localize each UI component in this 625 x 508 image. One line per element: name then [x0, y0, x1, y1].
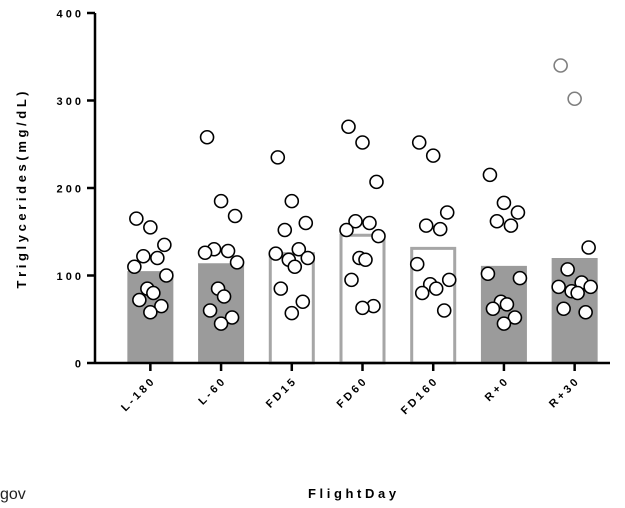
x-tick-labels: L - 1 8 0 L - 6 0 F D 1 5 F D 6 0 F D 1 6 0 R…: [119, 377, 581, 417]
data-point-3-8: [358, 252, 373, 268]
data-point-0-1: [143, 220, 158, 235]
data-point-1-5: [197, 245, 213, 261]
data-point-5-11: [496, 316, 512, 331]
y-tick-labels: 0 1 0 0 2 0 0 3 0 0 4 0 0: [57, 9, 81, 371]
data-point-0-4: [150, 250, 165, 266]
data-point-4-9: [414, 285, 430, 301]
data-point-0-0: [129, 211, 144, 226]
x-axis-label: F l i g h t D a y: [308, 486, 397, 501]
x-tick-label-4: F D 1 6 0: [399, 377, 439, 417]
data-point-4-6: [441, 272, 457, 288]
data-point-3-11: [355, 300, 370, 316]
data-point-0-6: [159, 268, 174, 283]
data-point-6-9: [556, 301, 571, 317]
data-point-6-10: [578, 304, 593, 320]
data-point-2-10: [295, 294, 311, 310]
data-point-1-2: [227, 208, 243, 224]
x-tick-label-3: F D 6 0: [335, 377, 369, 411]
data-point-0-2: [157, 237, 172, 253]
data-point-4-4: [432, 221, 448, 237]
data-point-6-5: [551, 279, 566, 295]
watermark-text: gov: [0, 486, 26, 503]
data-point-2-6: [300, 250, 316, 266]
data-point-4-1: [425, 148, 441, 163]
x-tick-label-0: L - 1 8 0: [119, 377, 156, 414]
data-point-1-0: [199, 129, 215, 145]
data-point-4-5: [409, 256, 425, 272]
data-point-4-8: [428, 281, 444, 296]
data-point-3-2: [369, 174, 384, 190]
data-point-6-1: [567, 91, 582, 107]
data-point-2-5: [268, 246, 284, 261]
data-point-2-8: [287, 259, 303, 275]
data-point-0-10: [154, 298, 169, 314]
data-point-1-10: [224, 310, 240, 325]
data-point-6-2: [581, 240, 596, 255]
x-tick-label-2: F D 1 5: [264, 377, 298, 411]
data-point-2-3: [277, 222, 293, 238]
data-point-0-8: [146, 285, 161, 301]
data-point-2-9: [273, 281, 289, 296]
data-point-5-9: [485, 301, 501, 317]
data-point-0-11: [143, 304, 158, 320]
data-point-0-5: [127, 259, 142, 275]
y-tick-label-4: 4 0 0: [57, 9, 81, 21]
data-point-6-0: [553, 58, 568, 73]
x-tick-label-1: L - 6 0: [196, 377, 227, 408]
data-point-1-6: [229, 255, 245, 270]
data-point-2-1: [284, 193, 300, 209]
data-point-5-0: [482, 167, 498, 183]
data-point-4-2: [439, 205, 455, 220]
data-points: [127, 58, 598, 331]
data-point-5-6: [512, 270, 528, 286]
data-point-4-3: [418, 218, 434, 233]
data-point-1-11: [213, 316, 229, 331]
data-point-5-4: [503, 218, 519, 233]
data-point-6-8: [570, 285, 585, 301]
x-tick-label-5: R + 0: [483, 377, 510, 404]
x-tick-label-6: R + 3 0: [547, 377, 581, 411]
axes: [87, 11, 610, 371]
data-point-3-5: [339, 222, 354, 238]
data-point-2-11: [284, 305, 300, 321]
data-point-1-4: [220, 243, 236, 259]
data-point-2-0: [270, 150, 286, 165]
data-point-6-3: [560, 262, 575, 277]
data-point-1-9: [202, 303, 218, 318]
y-axis-label: T r i g l y c e r i d e s ( m g / d L ): [14, 92, 29, 289]
data-point-6-6: [583, 279, 598, 295]
data-point-3-9: [344, 272, 359, 288]
y-tick-label-0: 0: [75, 359, 81, 371]
data-point-2-2: [298, 215, 314, 231]
data-point-5-8: [499, 297, 515, 312]
data-point-1-1: [213, 193, 229, 209]
y-tick-label-2: 2 0 0: [57, 184, 81, 196]
data-point-4-10: [436, 303, 452, 318]
data-point-3-4: [362, 215, 377, 231]
data-point-3-0: [341, 119, 356, 135]
data-point-5-5: [480, 266, 496, 282]
y-tick-label-3: 3 0 0: [57, 96, 81, 108]
data-point-5-1: [496, 195, 512, 211]
y-tick-label-1: 1 0 0: [57, 271, 81, 283]
data-point-1-8: [216, 289, 232, 304]
data-point-5-10: [507, 310, 523, 325]
data-point-0-3: [136, 248, 151, 264]
data-point-2-4: [291, 241, 307, 257]
data-point-4-0: [411, 135, 427, 150]
data-point-5-3: [489, 213, 505, 229]
data-point-3-1: [355, 135, 370, 150]
data-point-3-3: [348, 213, 363, 229]
data-point-0-9: [132, 292, 147, 308]
data-point-3-6: [371, 228, 386, 244]
data-point-5-2: [510, 205, 526, 220]
